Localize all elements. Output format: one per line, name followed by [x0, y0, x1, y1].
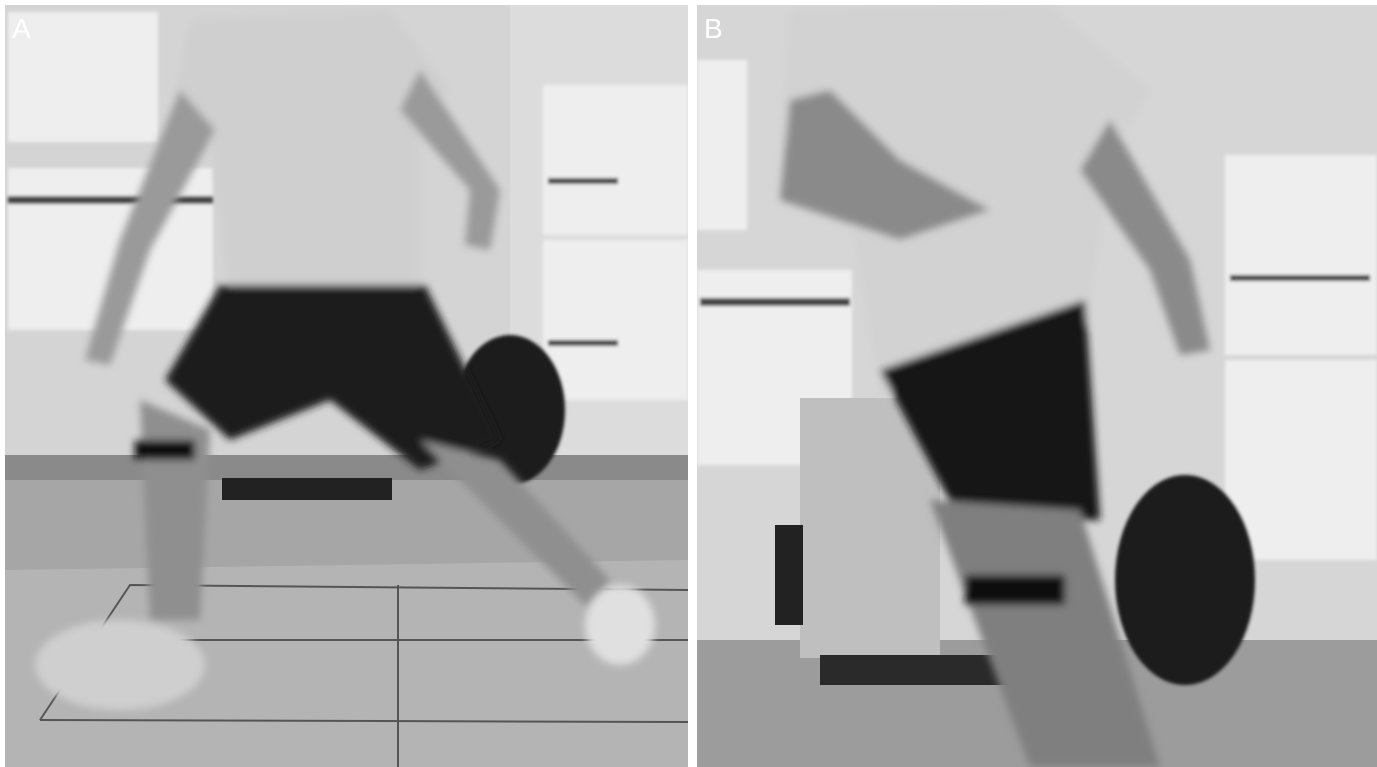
panel-label: B — [704, 13, 723, 44]
panel-b-photo — [697, 5, 1377, 767]
panel-a-photo — [5, 5, 688, 767]
panel-label: A — [12, 13, 31, 44]
divider — [688, 0, 697, 767]
